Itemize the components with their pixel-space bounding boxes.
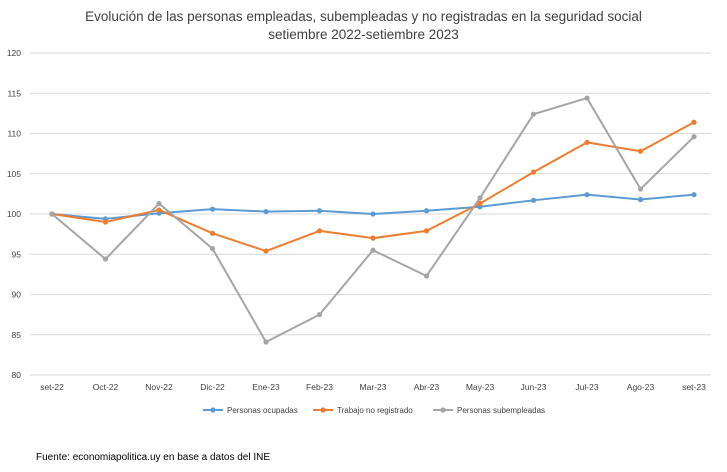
- x-tick-label: Dic-22: [200, 382, 225, 392]
- x-axis-labels: set-22 Oct-22 Nov-22 Dic-22 Ene-23 Feb-23 Mar-…: [40, 382, 706, 392]
- data-point-trabajo-no-registrado: [316, 228, 323, 234]
- legend: Personas ocupadas Trabajo no registrado Pe…: [203, 406, 545, 415]
- y-tick-label: 85: [12, 330, 22, 340]
- x-tick-label: May-23: [466, 382, 495, 392]
- data-point-personas-subempleadas: [209, 246, 216, 252]
- series-line-trabajo-no-registrado: [51, 121, 695, 253]
- legend-point-marker: [210, 407, 216, 413]
- data-point-trabajo-no-registrado: [102, 219, 109, 225]
- series-lines: [49, 95, 697, 345]
- data-point-trabajo-no-registrado: [637, 148, 644, 154]
- data-point-personas-subempleadas: [584, 95, 590, 101]
- legend-label: Personas ocupadas: [227, 406, 298, 415]
- x-tick-label: Mar-23: [360, 382, 387, 392]
- series-trabajo-no-registrado: [49, 119, 697, 254]
- series-line-personas-subempleadas: [51, 97, 695, 343]
- y-tick-label: 115: [7, 88, 21, 98]
- legend-item-trabajo-no-registrado: Trabajo no registrado: [313, 406, 413, 415]
- y-tick-label: 80: [12, 370, 22, 380]
- data-point-trabajo-no-registrado: [209, 230, 216, 236]
- y-tick-label: 120: [7, 48, 21, 58]
- data-point-personas-subempleadas: [423, 273, 430, 279]
- data-point-personas-subempleadas: [691, 134, 697, 140]
- legend-label: Trabajo no registrado: [337, 406, 413, 415]
- chart-title-line1: Evolución de las personas empleadas, sub…: [85, 9, 642, 24]
- legend-item-personas-subempleadas: Personas subempleadas: [433, 406, 545, 415]
- y-tick-label: 105: [7, 169, 21, 179]
- data-point-trabajo-no-registrado: [263, 248, 269, 254]
- legend-item-personas-ocupadas: Personas ocupadas: [203, 406, 298, 415]
- data-point-personas-ocupadas: [316, 208, 323, 214]
- x-tick-label: Oct-22: [93, 382, 119, 392]
- data-point-personas-subempleadas: [49, 211, 55, 217]
- legend-point-marker: [320, 407, 326, 413]
- data-point-personas-ocupadas: [263, 208, 269, 215]
- y-tick-label: 95: [12, 249, 22, 259]
- data-point-personas-ocupadas: [691, 192, 697, 198]
- x-tick-label: set-23: [682, 382, 706, 392]
- data-point-personas-ocupadas: [423, 208, 430, 214]
- data-point-trabajo-no-registrado: [530, 169, 537, 175]
- data-point-trabajo-no-registrado: [423, 228, 430, 234]
- x-tick-label: Ene-23: [252, 382, 280, 392]
- data-point-trabajo-no-registrado: [370, 235, 376, 241]
- data-point-personas-subempleadas: [477, 195, 483, 201]
- data-point-trabajo-no-registrado: [156, 207, 162, 213]
- data-point-personas-ocupadas: [209, 206, 216, 212]
- data-point-trabajo-no-registrado: [477, 200, 483, 207]
- data-point-personas-ocupadas: [530, 197, 537, 203]
- x-tick-label: Jul-23: [575, 382, 598, 392]
- chart-subtitle: setiembre 2022-setiembre 2023: [268, 27, 459, 42]
- y-tick-label: 110: [7, 129, 21, 139]
- x-tick-label: Nov-22: [145, 382, 173, 392]
- gridlines: [30, 52, 711, 376]
- x-tick-label: Ago-23: [627, 382, 655, 392]
- chart-title: Evolución de las personas empleadas, sub…: [0, 8, 727, 44]
- y-tick-label: 90: [12, 290, 22, 300]
- data-point-personas-subempleadas: [530, 111, 537, 117]
- data-point-personas-ocupadas: [370, 211, 376, 217]
- data-point-personas-subempleadas: [316, 312, 323, 318]
- x-tick-label: Abr-23: [414, 382, 440, 392]
- data-point-personas-ocupadas: [637, 196, 644, 203]
- data-point-personas-subempleadas: [637, 186, 644, 192]
- data-point-trabajo-no-registrado: [691, 119, 697, 125]
- data-point-personas-subempleadas: [156, 200, 162, 207]
- data-point-personas-ocupadas: [584, 192, 590, 198]
- legend-point-marker: [440, 407, 446, 413]
- y-tick-label: 100: [7, 209, 21, 219]
- y-axis-labels: 80 85 90 95 100 105 110 115 120: [7, 48, 21, 380]
- series-personas-subempleadas: [49, 95, 697, 345]
- x-tick-label: set-22: [40, 382, 64, 392]
- source-note: Fuente: economiapolitica.uy en base a da…: [36, 452, 271, 463]
- x-tick-label: Feb-23: [306, 382, 333, 392]
- data-point-personas-subempleadas: [102, 256, 109, 262]
- legend-label: Personas subempleadas: [457, 406, 545, 415]
- data-point-personas-subempleadas: [263, 339, 269, 345]
- data-point-personas-subempleadas: [370, 247, 376, 253]
- x-tick-label: Jun-23: [521, 382, 547, 392]
- data-point-trabajo-no-registrado: [584, 139, 590, 145]
